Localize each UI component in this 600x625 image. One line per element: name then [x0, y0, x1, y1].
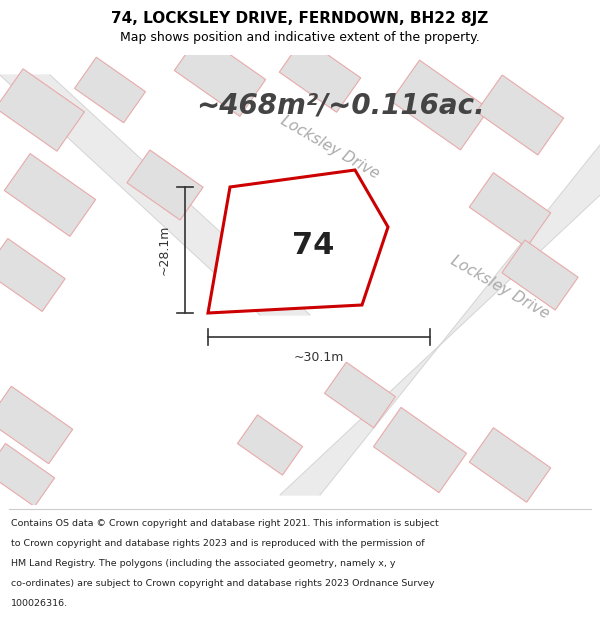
Text: to Crown copyright and database rights 2023 and is reproduced with the permissio: to Crown copyright and database rights 2…	[11, 539, 424, 548]
Polygon shape	[127, 150, 203, 220]
Text: Locksley Drive: Locksley Drive	[278, 112, 382, 181]
Polygon shape	[469, 173, 551, 248]
Text: 74: 74	[292, 231, 335, 260]
Polygon shape	[502, 240, 578, 310]
Text: 100026316.: 100026316.	[11, 599, 68, 608]
Polygon shape	[469, 428, 551, 503]
Polygon shape	[373, 408, 467, 492]
Text: ~30.1m: ~30.1m	[294, 351, 344, 364]
Polygon shape	[280, 145, 600, 495]
Text: co-ordinates) are subject to Crown copyright and database rights 2023 Ordnance S: co-ordinates) are subject to Crown copyr…	[11, 579, 434, 587]
Polygon shape	[0, 239, 65, 311]
Text: HM Land Registry. The polygons (including the associated geometry, namely x, y: HM Land Registry. The polygons (includin…	[11, 559, 395, 568]
Text: Map shows position and indicative extent of the property.: Map shows position and indicative extent…	[120, 31, 480, 44]
Polygon shape	[74, 58, 145, 122]
Polygon shape	[238, 415, 302, 475]
Polygon shape	[0, 386, 73, 464]
Text: 74, LOCKSLEY DRIVE, FERNDOWN, BH22 8JZ: 74, LOCKSLEY DRIVE, FERNDOWN, BH22 8JZ	[112, 11, 488, 26]
Polygon shape	[0, 69, 85, 151]
Polygon shape	[4, 154, 95, 236]
Polygon shape	[391, 60, 489, 150]
Text: ~28.1m: ~28.1m	[158, 225, 171, 275]
Polygon shape	[476, 75, 563, 155]
Polygon shape	[325, 362, 395, 428]
Polygon shape	[0, 75, 310, 315]
Polygon shape	[175, 34, 266, 116]
Polygon shape	[208, 170, 388, 313]
Polygon shape	[279, 38, 361, 112]
Text: ~468m²/~0.116ac.: ~468m²/~0.116ac.	[196, 91, 484, 119]
Polygon shape	[0, 444, 55, 506]
Text: Contains OS data © Crown copyright and database right 2021. This information is : Contains OS data © Crown copyright and d…	[11, 519, 439, 528]
Text: Locksley Drive: Locksley Drive	[448, 253, 552, 321]
